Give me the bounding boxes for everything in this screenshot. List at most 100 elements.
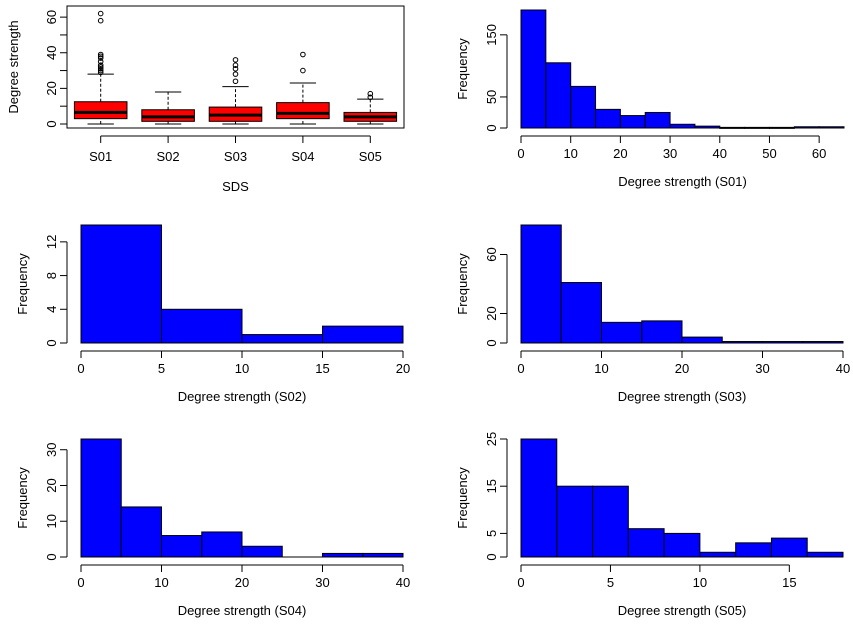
outlier-point — [97, 10, 104, 17]
x-tick-label: 30 — [663, 146, 677, 161]
box-s03 — [208, 57, 263, 125]
y-tick-label: 30 — [44, 442, 59, 456]
outlier-point — [97, 53, 104, 60]
histogram-bar — [592, 485, 629, 558]
y-tick-label: 50 — [484, 90, 499, 104]
histogram-panel-2: 0 4 8 12 0 5 10 15 20 Degree strength (S02) Freque… — [15, 224, 410, 404]
x-tick-label: 0 — [517, 361, 524, 376]
histogram-bar — [806, 551, 844, 558]
histogram-bar — [362, 552, 404, 558]
histogram-bar — [641, 320, 683, 344]
histogram-bar — [161, 535, 203, 558]
y-tick-label: 5 — [484, 530, 499, 537]
outlier-point — [232, 65, 239, 72]
histogram-bar — [601, 321, 643, 344]
x-axis-title: Degree strength (S04) — [178, 603, 307, 618]
y-tick-label: 60 — [484, 247, 499, 261]
x-tick-label: 10 — [154, 575, 168, 590]
outlier-point — [97, 62, 104, 69]
y-tick-label: 0 — [484, 553, 499, 560]
histogram-bar — [694, 125, 721, 129]
x-tick-label: 20 — [235, 575, 249, 590]
outlier-point — [300, 51, 306, 58]
histogram-bar — [721, 341, 763, 344]
y-tick-label: 20 — [484, 306, 499, 320]
histogram-bar — [681, 336, 723, 344]
x-tick-label: 0 — [77, 361, 84, 376]
box-s05 — [343, 90, 398, 125]
box-s01 — [73, 10, 128, 125]
histogram-bar — [699, 551, 737, 558]
histogram-bar — [80, 224, 162, 344]
y-tick-label: 25 — [484, 432, 499, 446]
histogram-bar — [545, 62, 572, 129]
x-tick-label: 5 — [158, 361, 165, 376]
histogram-bar — [161, 308, 243, 344]
outlier-point — [300, 67, 306, 74]
x-tick-label: 15 — [315, 361, 329, 376]
histogram-bar — [595, 108, 621, 129]
y-axis-title: Frequency — [15, 467, 30, 529]
x-axis-title: Degree strength (S02) — [178, 389, 307, 404]
x-tick-label: 0 — [77, 575, 84, 590]
outlier-point — [367, 90, 374, 97]
x-axis-title: Degree strength (S01) — [618, 174, 747, 189]
histogram-bar — [669, 123, 696, 129]
y-tick-label: 0 — [484, 339, 499, 346]
outlier-point — [97, 51, 104, 58]
x-tick-label: 15 — [782, 575, 796, 590]
histogram-bar — [520, 438, 558, 558]
histogram-bar — [520, 9, 547, 129]
y-axis-title: Frequency — [455, 38, 470, 100]
y-tick-label: 12 — [44, 235, 59, 249]
histogram-panel-1: 0 50 150 0 10 20 30 40 50 60 Degree strength (S01)… — [455, 9, 845, 189]
x-tick-label: 20 — [675, 361, 689, 376]
outlier-point — [232, 71, 239, 77]
histogram-bar — [735, 542, 772, 558]
histogram-panel-4: 0 10 20 30 0 10 20 30 40 Degree strength (S04) Fre… — [15, 438, 410, 618]
x-axis-title: Degree strength (S05) — [618, 603, 747, 618]
x-tick-label: 20 — [613, 146, 627, 161]
x-axis-title: Degree strength (S03) — [618, 389, 747, 404]
y-tick-label: 150 — [484, 24, 499, 46]
outlier-point — [97, 55, 104, 61]
x-tick-label: 60 — [812, 146, 826, 161]
x-tick-label: 10 — [693, 575, 707, 590]
histogram-bar — [663, 532, 701, 558]
histogram-bar — [619, 115, 646, 129]
histogram-bar — [802, 341, 844, 344]
x-tick-label: 10 — [594, 361, 608, 376]
x-tick-label: 30 — [315, 575, 329, 590]
y-tick-label: 0 — [44, 553, 59, 560]
x-tick-label: 5 — [607, 575, 614, 590]
outlier-point — [97, 65, 104, 72]
outlier-point — [232, 78, 239, 85]
histogram-bar — [770, 537, 808, 558]
x-axis-title: SDS — [222, 179, 249, 194]
histogram-bar — [570, 85, 597, 129]
x-tick-label: 40 — [836, 361, 850, 376]
histogram-bar — [793, 126, 820, 129]
box-s04 — [276, 51, 330, 125]
iqr-box — [73, 101, 128, 120]
histogram-bar — [627, 528, 665, 558]
x-tick-label: S01 — [89, 149, 112, 164]
y-axis-title: Frequency — [455, 253, 470, 315]
y-tick-label: 20 — [44, 478, 59, 492]
histogram-bar — [556, 485, 594, 558]
y-axis-title: Frequency — [455, 467, 470, 529]
y-axis-title: Frequency — [15, 253, 30, 315]
histogram-bar — [560, 282, 602, 344]
histogram-bar — [644, 111, 671, 129]
histogram-bar — [818, 126, 845, 129]
histogram-panel-5: 0 5 15 25 0 5 10 15 Degree strength (S05) Frequen… — [455, 432, 844, 618]
histogram-bar — [719, 126, 746, 129]
y-axis-title: Degree strength — [6, 20, 21, 113]
y-tick-label: 15 — [484, 479, 499, 493]
outlier-point — [97, 69, 104, 76]
outlier-point — [367, 94, 374, 101]
x-tick-label: 50 — [762, 146, 776, 161]
histogram-bar — [120, 506, 162, 558]
histogram-bar — [762, 341, 804, 344]
